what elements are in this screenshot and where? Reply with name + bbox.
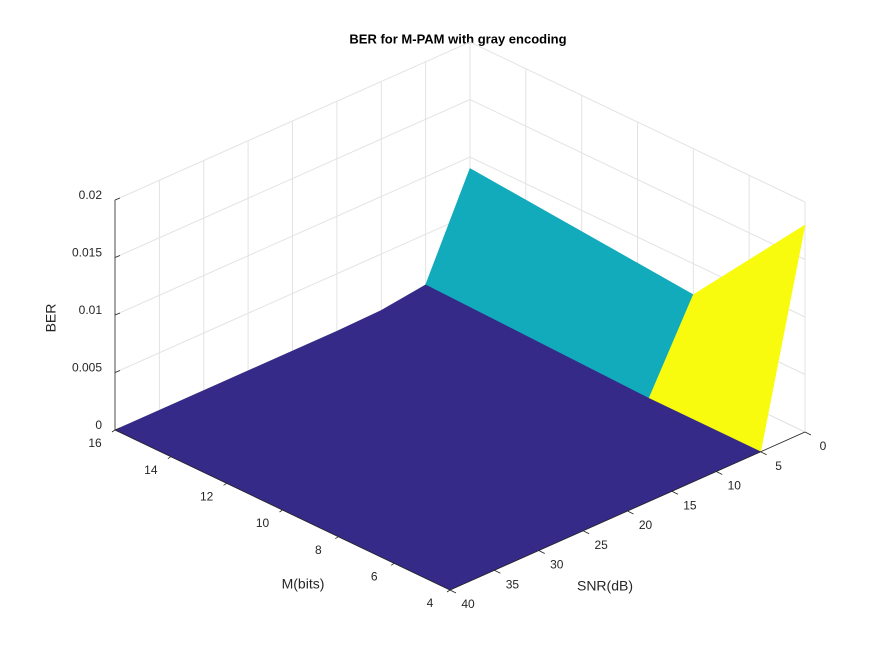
x-tick-label: 40: [461, 597, 475, 611]
y-tick-label: 4: [427, 596, 434, 610]
x-tick: [760, 451, 767, 456]
y-tick-label: 10: [256, 516, 270, 530]
z-tick: [114, 312, 121, 316]
axes: 0 5 10 15 20 25 30 35 40 4 6 8 10 12 14 16 0 0.005 0.01 0.0…: [72, 188, 827, 611]
y-tick: [167, 456, 172, 459]
z-tick-label: 0.02: [79, 188, 103, 202]
x-tick: [627, 510, 634, 515]
y-tick-label: 6: [371, 570, 378, 584]
grid-line: [114, 156, 806, 318]
y-tick: [446, 589, 451, 593]
z-tick-label: 0.01: [79, 303, 103, 317]
y-tick: [335, 536, 339, 539]
x-tick: [538, 550, 545, 554]
y-tick: [223, 483, 227, 486]
x-tick-label: 35: [506, 577, 520, 591]
z-tick-label: 0.015: [72, 246, 102, 260]
x-tick: [494, 569, 501, 574]
y-tick: [390, 563, 395, 566]
x-tick-label: 15: [683, 498, 697, 512]
x-tick-label: 25: [594, 538, 608, 552]
chart-title: BER for M-PAM with gray encoding: [349, 31, 566, 46]
x-tick: [671, 490, 679, 495]
y-tick: [279, 509, 283, 513]
x-tick-label: 0: [820, 439, 827, 453]
x-tick-label: 10: [728, 479, 742, 493]
surface: [114, 168, 806, 591]
x-tick: [582, 530, 590, 535]
z-tick-label: 0.005: [72, 361, 102, 375]
z-tick: [114, 427, 121, 431]
grid-line: [114, 41, 806, 203]
y-tick-label: 8: [315, 543, 322, 557]
z-tick-label: 0: [95, 418, 102, 432]
y-tick-label: 14: [144, 463, 158, 477]
y-tick-label: 16: [88, 436, 102, 450]
y-tick: [111, 429, 116, 433]
x-tick-label: 20: [639, 518, 653, 532]
z-tick: [114, 197, 121, 201]
grid-line: [114, 98, 806, 260]
y-axis-label: M(bits): [282, 576, 325, 592]
x-tick-label: 5: [775, 459, 782, 473]
x-tick-label: 30: [550, 558, 564, 572]
x-axis-label: SNR(dB): [577, 578, 633, 594]
x-tick: [716, 471, 723, 475]
x-tick: [804, 431, 812, 436]
x-tick: [449, 589, 457, 594]
z-tick: [114, 255, 121, 258]
z-axis-label: BER: [43, 304, 59, 333]
z-tick: [114, 370, 121, 373]
y-tick-label: 12: [200, 490, 214, 504]
